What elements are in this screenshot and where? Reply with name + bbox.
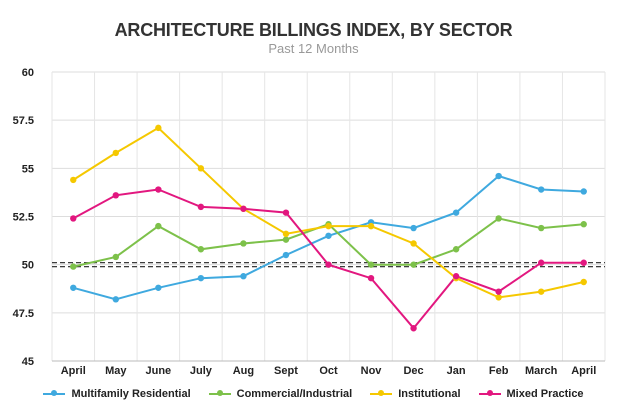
x-tick-label: Sept — [274, 365, 298, 377]
legend-swatch — [43, 390, 66, 396]
data-point — [155, 124, 162, 132]
series-line — [72, 126, 584, 299]
data-point — [410, 261, 417, 268]
x-tick-label: March — [525, 365, 558, 377]
data-point — [580, 188, 587, 195]
legend-swatch — [370, 390, 393, 396]
x-tick-label: July — [190, 365, 213, 377]
data-point — [580, 221, 587, 228]
legend-item: Institutional — [370, 388, 461, 400]
legend-item: Commercial/Industrial — [208, 388, 353, 400]
legend-item: Mixed Practice — [478, 388, 584, 400]
data-point — [282, 236, 290, 243]
data-point — [537, 186, 545, 193]
x-tick-label: Oct — [319, 365, 338, 377]
data-point — [112, 253, 120, 261]
y-tick-label: 50 — [22, 260, 34, 272]
data-point — [70, 215, 77, 222]
x-tick-label: Jan — [447, 365, 466, 377]
x-tick-label: April — [571, 365, 596, 377]
data-point — [155, 222, 162, 230]
y-tick-label: 57.5 — [13, 115, 34, 127]
data-point — [70, 263, 77, 270]
data-point — [495, 172, 502, 180]
data-point — [240, 240, 247, 247]
data-point — [537, 259, 545, 266]
chart-title: ARCHITECTURE BILLINGS INDEX, BY SECTOR — [114, 20, 513, 40]
data-point — [367, 274, 375, 282]
data-point — [282, 209, 290, 216]
y-tick-label: 60 — [22, 67, 34, 79]
data-point — [580, 278, 587, 286]
data-point — [197, 203, 205, 211]
data-point — [240, 205, 247, 212]
y-tick-label: 52.5 — [13, 212, 34, 224]
series-line — [72, 188, 584, 330]
data-point — [325, 222, 332, 230]
data-point — [70, 176, 77, 184]
data-point — [155, 284, 162, 291]
data-point — [537, 288, 545, 295]
gridlines — [51, 71, 606, 362]
data-point — [495, 215, 502, 222]
data-point — [410, 240, 417, 247]
data-point — [580, 259, 587, 266]
legend-swatch — [478, 390, 501, 396]
data-point — [282, 230, 290, 238]
y-tick-label: 47.5 — [13, 308, 34, 320]
chart-subtitle: Past 12 Months — [268, 41, 359, 56]
y-tick-label: 55 — [22, 163, 34, 175]
data-point — [537, 224, 545, 232]
data-point — [240, 273, 247, 280]
data-point — [452, 209, 460, 216]
data-point — [452, 273, 460, 280]
data-point — [70, 284, 77, 291]
data-point — [197, 165, 205, 172]
data-point — [495, 288, 502, 295]
legend: Multifamily Residential Commercial/Indust… — [0, 388, 627, 400]
y-tick-label: 45 — [22, 356, 34, 368]
data-point — [367, 261, 375, 268]
x-axis-ticks: April May June July Aug Sept Oct Nov Dec Jan Feb Ma… — [61, 365, 597, 377]
x-tick-label: Nov — [361, 365, 383, 377]
x-tick-label: May — [105, 365, 127, 377]
data-point — [495, 294, 502, 301]
data-point — [410, 224, 417, 232]
legend-label: Multifamily Residential — [71, 388, 191, 400]
data-point — [325, 232, 332, 239]
data-point — [367, 222, 375, 230]
legend-swatch — [208, 390, 231, 396]
data-point — [112, 149, 120, 157]
data-point — [112, 192, 120, 199]
legend-item: Multifamily Residential — [43, 388, 191, 400]
x-tick-label: June — [146, 365, 172, 377]
legend-label: Commercial/Industrial — [236, 388, 353, 400]
data-point — [325, 261, 332, 268]
x-tick-label: April — [61, 365, 86, 377]
x-tick-label: Feb — [489, 365, 509, 377]
data-point — [155, 186, 162, 193]
data-point — [282, 251, 290, 259]
series-points — [70, 124, 587, 332]
data-point — [112, 296, 120, 303]
y-axis-ticks: 45 47.5 50 52.5 55 57.5 60 — [13, 67, 34, 368]
legend-label: Mixed Practice — [506, 388, 584, 400]
x-tick-label: Aug — [233, 365, 254, 377]
data-point — [410, 325, 417, 332]
data-point — [197, 246, 205, 253]
x-tick-label: Dec — [403, 365, 423, 377]
legend-label: Institutional — [398, 388, 461, 400]
data-point — [452, 246, 460, 253]
data-point — [197, 274, 205, 282]
